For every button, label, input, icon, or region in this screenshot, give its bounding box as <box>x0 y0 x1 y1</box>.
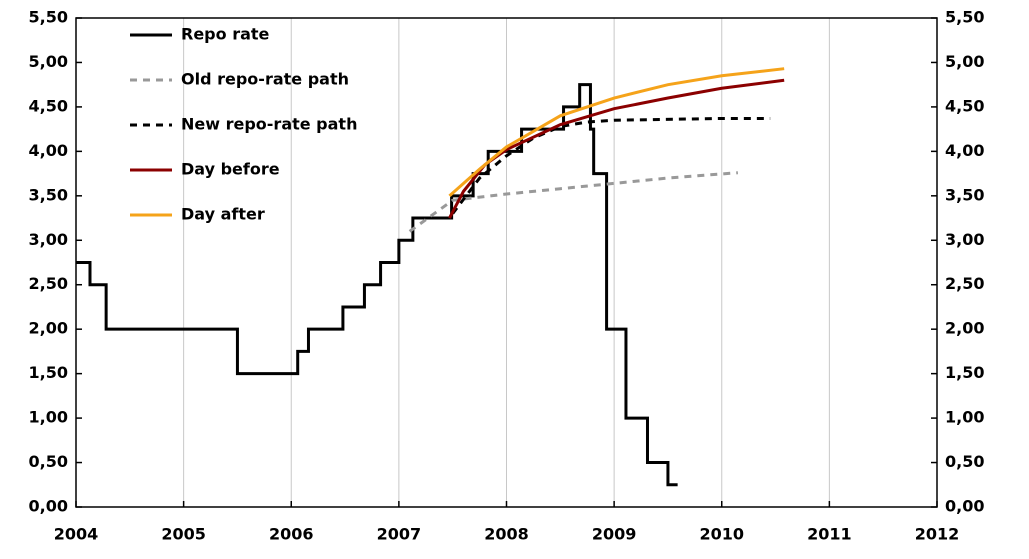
y2-tick-label: 0,50 <box>945 452 984 471</box>
y2-tick-label: 2,00 <box>945 319 984 338</box>
series-line <box>408 171 739 233</box>
y2-tick-label: 1,50 <box>945 363 984 382</box>
x-tick-label: 2007 <box>377 525 422 544</box>
series-line <box>448 78 785 219</box>
y-tick-label: 1,50 <box>29 363 68 382</box>
y2-tick-label: 0,00 <box>945 497 984 516</box>
y2-tick-label: 4,50 <box>945 96 984 115</box>
y-tick-label: 5,00 <box>29 52 68 71</box>
x-tick-label: 2010 <box>699 525 744 544</box>
y2-tick-label: 4,00 <box>945 141 984 160</box>
y-tick-label: 1,00 <box>29 408 68 427</box>
y-tick-label: 0,50 <box>29 452 68 471</box>
y-tick-label: 5,50 <box>29 8 68 27</box>
series-line <box>448 67 785 197</box>
y-tick-label: 4,00 <box>29 141 68 160</box>
x-tick-label: 2006 <box>269 525 314 544</box>
x-tick-label: 2008 <box>484 525 529 544</box>
legend-label: Old repo-rate path <box>181 70 349 89</box>
legend-label: Repo rate <box>181 25 270 44</box>
y-tick-label: 0,00 <box>29 497 68 516</box>
legend-label: Day before <box>181 160 280 179</box>
y2-tick-label: 1,00 <box>945 408 984 427</box>
y-tick-label: 2,00 <box>29 319 68 338</box>
x-tick-label: 2012 <box>915 525 960 544</box>
y-tick-label: 2,50 <box>29 274 68 293</box>
x-tick-label: 2004 <box>54 525 99 544</box>
x-tick-label: 2009 <box>592 525 637 544</box>
y-tick-label: 3,50 <box>29 185 68 204</box>
legend-label: New repo-rate path <box>181 115 357 134</box>
series-line <box>451 116 771 215</box>
legend-label: Day after <box>181 205 265 224</box>
y-tick-label: 4,50 <box>29 96 68 115</box>
y-tick-label: 3,00 <box>29 230 68 249</box>
y2-tick-label: 2,50 <box>945 274 984 293</box>
y2-tick-label: 3,50 <box>945 185 984 204</box>
x-tick-label: 2005 <box>161 525 206 544</box>
series-line <box>76 83 678 487</box>
y2-tick-label: 5,00 <box>945 52 984 71</box>
y2-tick-label: 3,00 <box>945 230 984 249</box>
x-tick-label: 2011 <box>807 525 852 544</box>
y2-tick-label: 5,50 <box>945 8 984 27</box>
